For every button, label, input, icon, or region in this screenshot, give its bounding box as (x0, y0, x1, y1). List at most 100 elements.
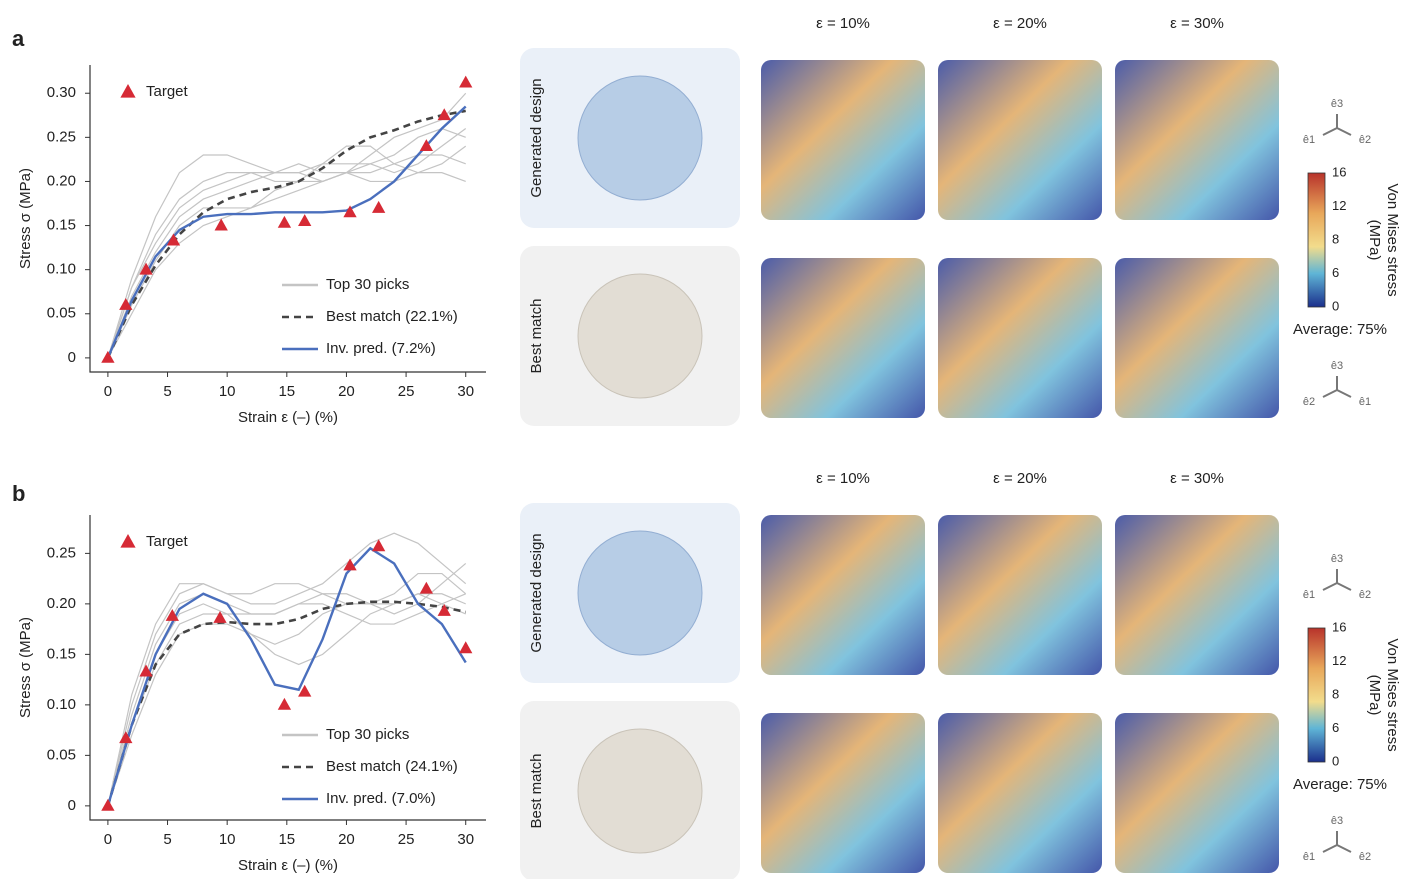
legend-label: Inv. pred. (7.2%) (326, 340, 436, 357)
average-label: Average: 75% (1293, 776, 1387, 793)
legend-label: Target (146, 83, 189, 100)
target-marker (278, 216, 291, 228)
design-image (578, 729, 702, 853)
target-marker (459, 641, 472, 653)
target-marker (372, 201, 385, 213)
row-label: Generated design (528, 78, 545, 197)
target-marker (101, 351, 114, 363)
y-tick-label: 0.20 (47, 172, 76, 189)
design-image (578, 531, 702, 655)
simulation-image (761, 515, 925, 675)
simulation-image (1115, 60, 1279, 220)
x-tick-label: 0 (104, 831, 112, 848)
simulation-image (761, 258, 925, 418)
x-tick-label: 0 (104, 383, 112, 400)
triad-label: ê1 (1303, 851, 1315, 863)
y-axis-label: Stress σ (MPa) (17, 168, 34, 269)
target-marker (167, 234, 180, 246)
target-marker (101, 799, 114, 811)
design-image (578, 274, 702, 398)
colorbar-title: (MPa) (1366, 220, 1383, 261)
triad-label: ê1 (1359, 396, 1371, 408)
row-label: Best match (528, 298, 545, 373)
x-tick-label: 15 (278, 831, 295, 848)
figure: 05101520253000.050.100.150.200.250.30Str… (0, 0, 1416, 879)
target-marker (420, 582, 433, 594)
target-marker (438, 108, 451, 120)
y-tick-label: 0.05 (47, 305, 76, 322)
colorbar-tick: 16 (1332, 164, 1346, 179)
colorbar-tick: 6 (1332, 720, 1339, 735)
x-tick-label: 5 (163, 831, 171, 848)
target-marker (278, 698, 291, 710)
triad-label: ê2 (1303, 396, 1315, 408)
y-tick-label: 0.20 (47, 595, 76, 612)
triad-label: ê2 (1359, 851, 1371, 863)
legend-label: Target (146, 533, 189, 550)
simulation-image (761, 60, 925, 220)
colorbar-title: Von Mises stress (1384, 638, 1401, 751)
axes (90, 65, 486, 372)
design-image (578, 76, 702, 200)
y-tick-label: 0 (68, 797, 76, 814)
legend-label: Best match (24.1%) (326, 758, 458, 775)
colorbar-tick: 8 (1332, 231, 1339, 246)
y-tick-label: 0.25 (47, 544, 76, 561)
x-tick-label: 20 (338, 383, 355, 400)
y-tick-label: 0.10 (47, 696, 76, 713)
target-marker (298, 214, 311, 226)
x-tick-label: 15 (278, 383, 295, 400)
x-axis-label: Strain ε (–) (%) (238, 409, 338, 426)
y-tick-label: 0.25 (47, 128, 76, 145)
x-tick-label: 5 (163, 383, 171, 400)
y-tick-label: 0.15 (47, 217, 76, 234)
colorbar-tick: 0 (1332, 298, 1339, 313)
triad (1323, 569, 1351, 590)
simulation-image (938, 713, 1102, 873)
x-tick-label: 30 (457, 383, 474, 400)
triad-label: ê2 (1359, 134, 1371, 146)
x-axis-label: Strain ε (–) (%) (238, 857, 338, 874)
colorbar-title: (MPa) (1366, 675, 1383, 716)
average-label: Average: 75% (1293, 321, 1387, 338)
colorbar-tick: 12 (1332, 198, 1346, 213)
simulation-image (1115, 515, 1279, 675)
y-tick-label: 0.15 (47, 645, 76, 662)
strain-header: ε = 20% (993, 470, 1047, 487)
triad-label: ê3 (1331, 360, 1343, 372)
x-tick-label: 25 (398, 831, 415, 848)
x-tick-label: 20 (338, 831, 355, 848)
y-tick-label: 0.05 (47, 746, 76, 763)
colorbar-tick: 0 (1332, 753, 1339, 768)
target-marker (459, 76, 472, 88)
strain-header: ε = 10% (816, 470, 870, 487)
line (108, 173, 466, 358)
target-marker (438, 604, 451, 616)
colorbar-tick: 6 (1332, 265, 1339, 280)
legend-label: Top 30 picks (326, 276, 409, 293)
triad-label: ê3 (1331, 553, 1343, 565)
y-tick-label: 0.10 (47, 261, 76, 278)
colorbar-tick: 12 (1332, 653, 1346, 668)
strain-header: ε = 30% (1170, 15, 1224, 32)
colorbar-title: Von Mises stress (1384, 183, 1401, 296)
strain-header: ε = 30% (1170, 470, 1224, 487)
y-tick-label: 0 (68, 349, 76, 366)
legend-marker (120, 534, 135, 548)
triad (1323, 114, 1351, 135)
legend-marker (120, 84, 135, 98)
legend-label: Best match (22.1%) (326, 308, 458, 325)
simulation-image (1115, 713, 1279, 873)
triad (1323, 376, 1351, 397)
y-tick-label: 0.30 (47, 84, 76, 101)
triad-label: ê3 (1331, 98, 1343, 110)
panel-label: b (12, 481, 25, 506)
triad-label: ê3 (1331, 815, 1343, 827)
triad-label: ê2 (1359, 589, 1371, 601)
triad-label: ê1 (1303, 134, 1315, 146)
simulation-image (1115, 258, 1279, 418)
strain-header: ε = 20% (993, 15, 1047, 32)
x-tick-label: 25 (398, 383, 415, 400)
strain-header: ε = 10% (816, 15, 870, 32)
simulation-image (761, 713, 925, 873)
